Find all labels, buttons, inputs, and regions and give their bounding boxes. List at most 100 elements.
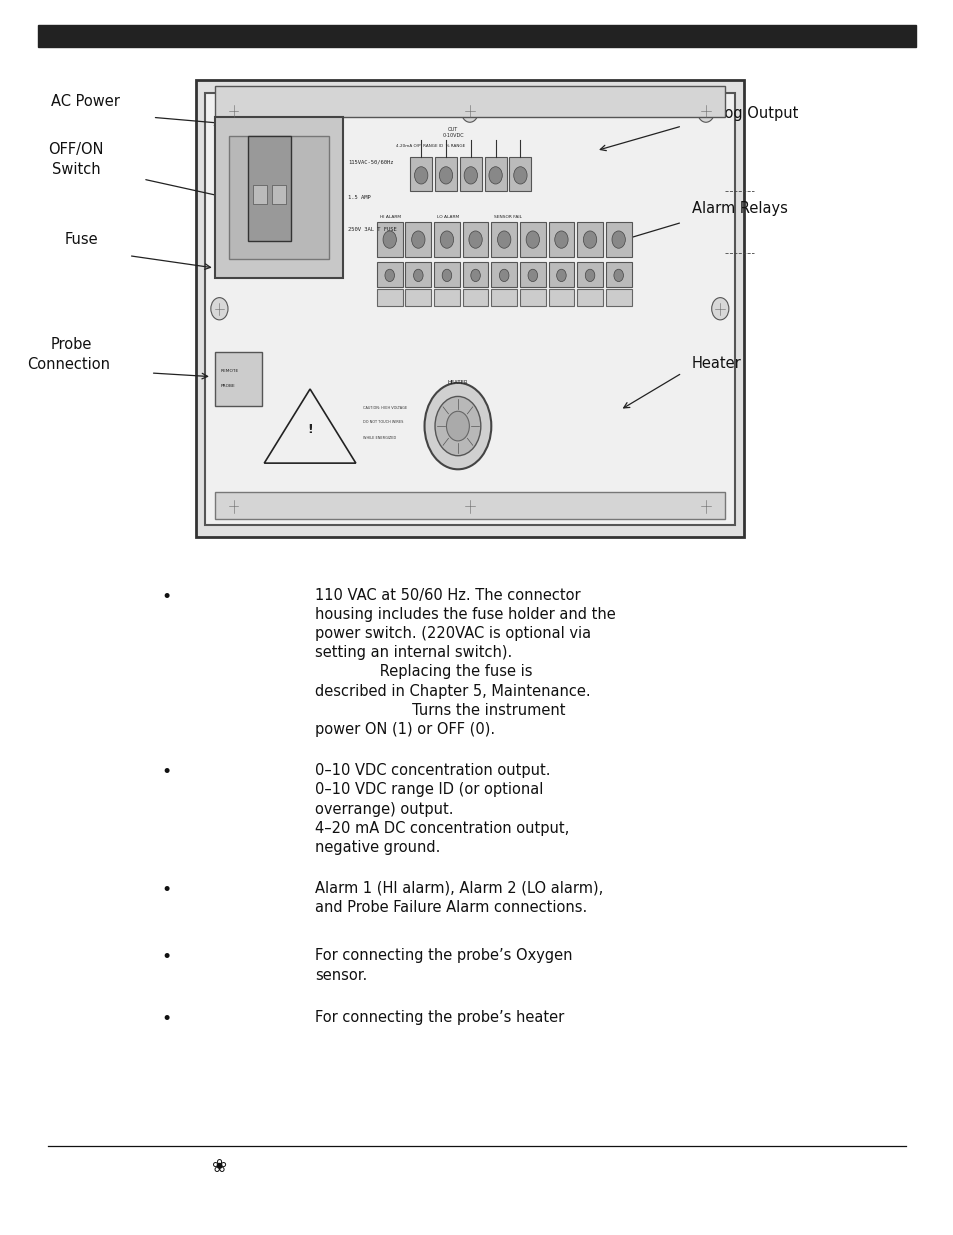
Bar bbox=[214, 117, 343, 278]
Circle shape bbox=[442, 269, 452, 282]
Circle shape bbox=[225, 495, 242, 517]
Text: negative ground.: negative ground. bbox=[314, 840, 439, 855]
Bar bbox=[405, 262, 431, 287]
Circle shape bbox=[488, 167, 501, 184]
Circle shape bbox=[435, 396, 480, 456]
Text: WHILE ENERGIZED: WHILE ENERGIZED bbox=[362, 436, 395, 441]
Bar bbox=[214, 352, 262, 406]
Bar bbox=[376, 222, 402, 257]
Bar bbox=[272, 185, 286, 204]
Bar bbox=[376, 262, 402, 287]
Bar bbox=[435, 157, 456, 191]
Text: power switch. (220VAC is optional via: power switch. (220VAC is optional via bbox=[314, 626, 590, 641]
Text: Switch: Switch bbox=[52, 162, 100, 177]
Circle shape bbox=[439, 231, 454, 248]
Bar bbox=[548, 289, 574, 306]
Text: AC Power: AC Power bbox=[51, 94, 120, 109]
Bar bbox=[491, 289, 517, 306]
Bar bbox=[484, 157, 506, 191]
Bar bbox=[509, 157, 531, 191]
Bar bbox=[491, 222, 517, 257]
Circle shape bbox=[611, 231, 624, 248]
Bar bbox=[577, 222, 602, 257]
Circle shape bbox=[460, 100, 477, 122]
Bar bbox=[229, 136, 329, 259]
Bar bbox=[459, 157, 481, 191]
Circle shape bbox=[471, 269, 479, 282]
Text: •: • bbox=[162, 588, 172, 606]
Bar bbox=[214, 492, 724, 519]
Circle shape bbox=[385, 269, 395, 282]
Circle shape bbox=[460, 495, 477, 517]
Text: 0-10VDC: 0-10VDC bbox=[442, 133, 463, 138]
Circle shape bbox=[499, 269, 508, 282]
Text: 4–20 mA DC concentration output,: 4–20 mA DC concentration output, bbox=[314, 820, 569, 836]
Text: 0–10 VDC concentration output.: 0–10 VDC concentration output. bbox=[314, 763, 550, 778]
Bar bbox=[405, 222, 431, 257]
Bar bbox=[253, 185, 267, 204]
Bar bbox=[195, 80, 743, 537]
Bar bbox=[577, 289, 602, 306]
Text: power ON (1) or OFF (0).: power ON (1) or OFF (0). bbox=[314, 721, 495, 737]
Text: 115VAC-50/60Hz: 115VAC-50/60Hz bbox=[348, 159, 394, 164]
Text: CAUTION: HIGH VOLTAGE: CAUTION: HIGH VOLTAGE bbox=[362, 405, 406, 410]
Bar bbox=[376, 289, 402, 306]
Circle shape bbox=[556, 269, 565, 282]
Bar bbox=[214, 86, 724, 117]
Text: •: • bbox=[162, 881, 172, 899]
Text: •: • bbox=[162, 1010, 172, 1029]
Circle shape bbox=[554, 231, 567, 248]
Text: For connecting the probe’s Oxygen: For connecting the probe’s Oxygen bbox=[314, 948, 572, 963]
Bar bbox=[605, 289, 631, 306]
Circle shape bbox=[463, 167, 476, 184]
Bar bbox=[577, 262, 602, 287]
Circle shape bbox=[697, 100, 714, 122]
Text: HI ALARM: HI ALARM bbox=[379, 215, 400, 219]
Circle shape bbox=[225, 100, 242, 122]
Bar bbox=[519, 289, 545, 306]
Circle shape bbox=[528, 269, 537, 282]
Circle shape bbox=[412, 231, 425, 248]
Text: ❀: ❀ bbox=[212, 1158, 227, 1176]
Text: OFF/ON: OFF/ON bbox=[49, 142, 104, 157]
Text: SENSOR FAIL: SENSOR FAIL bbox=[494, 215, 521, 219]
Bar bbox=[248, 136, 291, 241]
Text: sensor.: sensor. bbox=[314, 968, 367, 983]
Text: Turns the instrument: Turns the instrument bbox=[314, 703, 565, 718]
Bar bbox=[38, 25, 915, 47]
Bar bbox=[548, 222, 574, 257]
Text: 4-20mA O/P  RANGE ID  % RANGE: 4-20mA O/P RANGE ID % RANGE bbox=[395, 144, 465, 148]
Bar bbox=[410, 157, 432, 191]
Circle shape bbox=[584, 269, 594, 282]
Circle shape bbox=[497, 231, 511, 248]
Bar bbox=[462, 289, 488, 306]
Text: overrange) output.: overrange) output. bbox=[314, 802, 453, 816]
Bar bbox=[462, 222, 488, 257]
Text: LO ALARM: LO ALARM bbox=[436, 215, 458, 219]
Bar bbox=[405, 289, 431, 306]
Text: 0–10 VDC range ID (or optional: 0–10 VDC range ID (or optional bbox=[314, 783, 542, 798]
Text: Analog Output: Analog Output bbox=[691, 106, 798, 121]
Text: 110 VAC at 50/60 Hz. The connector: 110 VAC at 50/60 Hz. The connector bbox=[314, 588, 579, 603]
Circle shape bbox=[438, 167, 453, 184]
Circle shape bbox=[414, 269, 423, 282]
Circle shape bbox=[211, 298, 228, 320]
Circle shape bbox=[582, 231, 596, 248]
Text: setting an internal switch).: setting an internal switch). bbox=[314, 645, 512, 661]
Text: described in Chapter 5, Maintenance.: described in Chapter 5, Maintenance. bbox=[314, 684, 590, 699]
Bar bbox=[205, 93, 734, 525]
Text: Heater: Heater bbox=[691, 356, 740, 370]
Text: and Probe Failure Alarm connections.: and Probe Failure Alarm connections. bbox=[314, 899, 586, 915]
Text: Probe: Probe bbox=[51, 337, 92, 352]
Bar bbox=[434, 262, 459, 287]
Text: DO NOT TOUCH WIRES: DO NOT TOUCH WIRES bbox=[362, 420, 402, 425]
Bar bbox=[434, 222, 459, 257]
Text: Fuse: Fuse bbox=[64, 232, 98, 247]
Circle shape bbox=[469, 231, 481, 248]
Bar bbox=[434, 289, 459, 306]
Bar bbox=[605, 262, 631, 287]
Text: PROBE: PROBE bbox=[220, 384, 234, 388]
Text: REMOTE: REMOTE bbox=[220, 369, 238, 373]
Polygon shape bbox=[264, 389, 355, 463]
Circle shape bbox=[614, 269, 622, 282]
